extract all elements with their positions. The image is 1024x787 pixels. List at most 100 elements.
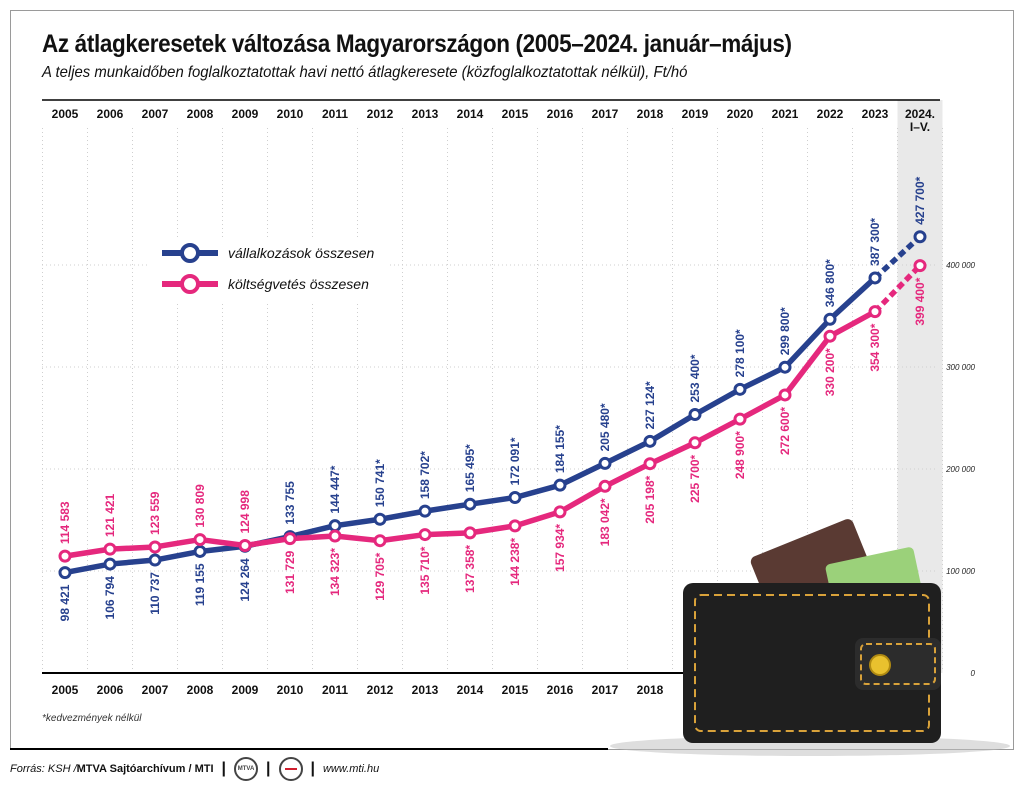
business-value-label: 299 800* — [778, 307, 792, 355]
budget-point — [778, 388, 792, 402]
business-series-projection — [873, 234, 922, 280]
bottom-year-label: 2006 — [97, 683, 124, 697]
mti-logo-icon — [278, 757, 303, 781]
website-link[interactable]: www.mti.hu — [322, 763, 380, 775]
top-year-label: 2010 — [277, 107, 304, 121]
business-point — [733, 382, 747, 396]
business-value-label: 205 480* — [598, 403, 612, 451]
wallet-illustration — [610, 519, 1010, 756]
top-year-label: 2012 — [367, 107, 394, 121]
top-year-label: 2007 — [142, 107, 169, 121]
business-value-label: 124 264 — [238, 558, 252, 602]
business-value-label: 253 400* — [688, 354, 702, 402]
budget-point — [868, 305, 882, 319]
business-point — [913, 230, 927, 244]
bottom-year-label: 2005 — [52, 683, 79, 697]
business-point — [103, 557, 117, 571]
budget-point — [463, 526, 477, 540]
business-point — [193, 544, 207, 558]
business-point — [778, 360, 792, 374]
budget-value-label: 130 809 — [193, 484, 207, 528]
budget-point — [238, 539, 252, 553]
wallet-clasp — [855, 638, 941, 690]
budget-value-label: 399 400* — [913, 277, 927, 325]
budget-point — [733, 412, 747, 426]
budget-value-label: 183 042* — [598, 498, 612, 546]
budget-point — [283, 532, 297, 546]
legend-swatch-marker — [180, 243, 200, 263]
budget-point — [58, 549, 72, 563]
budget-value-label: 129 705* — [373, 552, 387, 600]
business-value-label: 133 755 — [283, 481, 297, 525]
business-point — [823, 312, 837, 326]
page-title: Az átlagkeresetek változása Magyarország… — [42, 30, 792, 58]
business-value-label: 184 155* — [553, 425, 567, 473]
business-value-label: 387 300* — [868, 218, 882, 266]
business-value-label: 150 741* — [373, 459, 387, 507]
top-year-label: 2023 — [862, 107, 889, 121]
bottom-year-label: 2010 — [277, 683, 304, 697]
wallet-button-icon — [869, 654, 891, 676]
bottom-year-label: 2012 — [367, 683, 394, 697]
top-year-label: 2019 — [682, 107, 709, 121]
top-year-label: 2009 — [232, 107, 259, 121]
mtva-logo-icon: MTVA — [234, 757, 259, 781]
business-point — [508, 490, 522, 504]
budget-value-label: 157 934* — [553, 524, 567, 572]
business-point — [688, 408, 702, 422]
budget-value-label: 114 583 — [58, 501, 72, 544]
wallet-body — [683, 583, 941, 743]
business-point — [643, 434, 657, 448]
business-point — [373, 512, 387, 526]
business-value-label: 346 800* — [823, 259, 837, 307]
business-value-label: 106 794 — [103, 576, 117, 620]
top-year-label: 2017 — [592, 107, 619, 121]
business-value-label: 172 091* — [508, 437, 522, 485]
top-year-label: 2011 — [322, 107, 348, 121]
business-point — [463, 497, 477, 511]
business-value-label: 278 100* — [733, 329, 747, 377]
top-year-label: 2015 — [502, 107, 529, 121]
legend: vállalkozások összesen költségvetés össze… — [150, 237, 388, 301]
y-tick-label: 400 000 — [946, 261, 975, 270]
budget-value-label: 330 200* — [823, 348, 837, 396]
page-subtitle: A teljes munkaidőben foglalkoztatottak h… — [42, 64, 688, 81]
clasp-stitching — [860, 643, 936, 685]
bottom-year-label: 2013 — [412, 683, 439, 697]
budget-value-label: 131 729 — [283, 550, 297, 594]
footer: Forrás: KSH / MTVA Sajtóarchívum / MTI |… — [10, 755, 379, 783]
budget-value-label: 272 600* — [778, 407, 792, 455]
business-value-label: 227 124* — [643, 381, 657, 429]
y-tick-label: 0 — [971, 669, 976, 678]
y-tick-label: 300 000 — [946, 363, 975, 372]
business-value-label: 98 421 — [58, 584, 72, 621]
source-credit: MTVA Sajtóarchívum / MTI — [76, 763, 214, 775]
footnote: *kedvezmények nélkül — [42, 713, 142, 724]
budget-point — [508, 519, 522, 533]
budget-value-label: 134 323* — [328, 548, 342, 596]
top-year-label: 2016 — [547, 107, 574, 121]
business-point — [553, 478, 567, 492]
business-point — [148, 553, 162, 567]
budget-point — [553, 505, 567, 519]
bottom-year-label: 2015 — [502, 683, 529, 697]
legend-label: költségvetés összesen — [228, 276, 369, 292]
business-point — [328, 519, 342, 533]
top-year-label: 2005 — [52, 107, 79, 121]
business-point — [58, 566, 72, 580]
budget-series-line — [64, 309, 877, 559]
footer-separator: | — [221, 760, 227, 777]
top-year-label: 2008 — [187, 107, 214, 121]
footer-divider — [10, 748, 608, 750]
business-point — [418, 504, 432, 518]
budget-point — [418, 528, 432, 542]
budget-point — [103, 542, 117, 556]
budget-point — [193, 533, 207, 547]
business-value-label: 144 447* — [328, 465, 342, 513]
top-year-label: I–V. — [910, 120, 930, 134]
business-point — [868, 271, 882, 285]
top-year-label: 2024. — [905, 107, 935, 121]
bottom-year-label: 2009 — [232, 683, 259, 697]
budget-value-label: 144 238* — [508, 538, 522, 586]
